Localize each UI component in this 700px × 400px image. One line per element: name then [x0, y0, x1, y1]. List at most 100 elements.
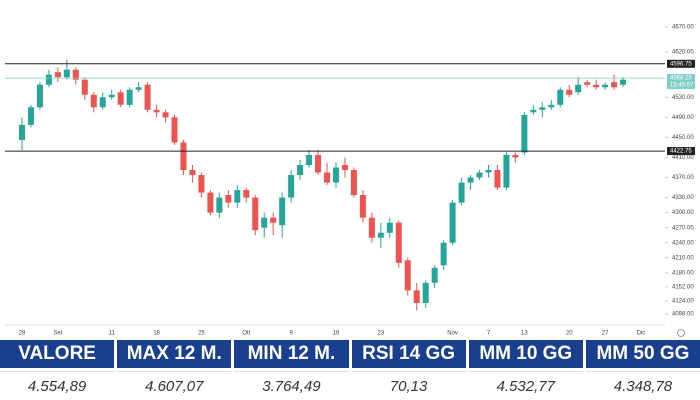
value-cell: 70,13: [351, 371, 466, 400]
candle-body: [350, 170, 357, 196]
candle-body: [153, 109, 160, 113]
x-tick-label: 28: [19, 331, 26, 337]
candle-body: [135, 87, 142, 90]
y-tick-label: 4240.00: [672, 240, 694, 246]
candle-body: [90, 94, 97, 108]
x-tick-label: 7: [487, 331, 491, 337]
candle-body: [341, 164, 348, 171]
candle-body: [171, 117, 178, 143]
level-box: [667, 147, 695, 156]
price-box: [667, 74, 695, 90]
candle-body: [512, 154, 519, 158]
stats-table: VALORE MAX 12 M. MIN 12 M. RSI 14 GG MM 10 G…: [0, 340, 700, 400]
level-box: [667, 59, 695, 68]
y-tick-label: 4670.00: [672, 25, 694, 31]
candle-body: [216, 197, 223, 213]
candle-body: [306, 154, 313, 165]
candle-body: [449, 202, 456, 243]
candle-body: [386, 222, 393, 233]
price-label: 4568.25: [670, 76, 692, 82]
chart: 4670.00 4620.00 4530.00 4490.00 4450.00 4410.…: [5, 25, 695, 337]
candle-body: [198, 175, 205, 193]
candle-body: [476, 172, 483, 178]
candle-body: [297, 164, 304, 176]
candle-body: [575, 84, 582, 93]
candle-body: [36, 84, 43, 108]
level-label: 4596.75: [670, 61, 692, 67]
candle-body: [315, 154, 322, 173]
header-row: VALORE MAX 12 M. MIN 12 M. RSI 14 GG MM 10 G…: [0, 340, 700, 368]
candle-body: [440, 242, 447, 266]
x-tick-label: Ott: [242, 331, 250, 337]
candle-body: [521, 114, 528, 153]
candle-body: [566, 89, 573, 95]
y-tick-label: 4270.00: [672, 225, 694, 231]
x-tick-label: 9: [289, 331, 293, 337]
candle-body: [45, 74, 52, 85]
price-time: 15:45:57: [670, 83, 694, 89]
y-tick-label: 4300.00: [672, 210, 694, 216]
y-tick-label: 4180.00: [672, 270, 694, 276]
x-tick-label: 27: [602, 331, 609, 337]
candle-body: [279, 197, 286, 226]
header-cell: MIN 12 M.: [234, 340, 349, 368]
candle-body: [27, 107, 34, 125]
candle-body: [422, 282, 429, 303]
header-cell: MAX 12 M.: [117, 340, 232, 368]
x-tick-label: Set: [53, 331, 62, 337]
candle-body: [243, 190, 250, 198]
x-tick-label: 25: [198, 331, 205, 337]
candle-body: [117, 92, 124, 105]
x-tick-label: 18: [153, 331, 160, 337]
value-cell: 4.554,89: [0, 371, 115, 400]
candle-body: [494, 170, 501, 188]
value-cell: 3.764,49: [234, 371, 349, 400]
y-tick-label: 4620.00: [672, 50, 694, 56]
candle-body: [467, 177, 474, 183]
candle-body: [54, 72, 61, 78]
x-tick-label: Nov: [447, 331, 458, 337]
y-tick-label: 4370.00: [672, 175, 694, 181]
y-tick-label: 4330.00: [672, 195, 694, 201]
header-cell: MM 50 GG: [585, 340, 700, 368]
candle-body: [593, 84, 600, 88]
candle-body: [225, 195, 232, 203]
candle-body: [72, 69, 79, 80]
candle-body: [63, 69, 70, 78]
candle-body: [207, 192, 214, 213]
candle-body: [324, 172, 331, 183]
candle-body: [19, 124, 25, 140]
x-tick-label: 20: [566, 331, 573, 337]
candle-body: [548, 104, 555, 108]
y-tick-label: 4530.00: [672, 95, 694, 101]
candle-body: [261, 217, 268, 228]
candle-body: [359, 195, 366, 218]
candle-body: [99, 97, 106, 108]
value-cell: 4.532,77: [468, 371, 583, 400]
candle-body: [503, 154, 510, 188]
candle-body: [108, 94, 115, 98]
y-tick-label: 4210.00: [672, 255, 694, 261]
y-tick-label: 4124.00: [672, 299, 694, 305]
x-tick-label: 11: [109, 331, 116, 337]
y-tick-label: 4152.00: [672, 284, 694, 290]
candle-body: [413, 290, 420, 303]
value-cell: 4.607,07: [117, 371, 232, 400]
candle-body: [252, 197, 259, 231]
candle-body: [602, 84, 609, 88]
candle-body: [234, 190, 241, 203]
candle-body: [189, 170, 196, 176]
x-tick-label: 23: [377, 331, 384, 337]
candle-body: [404, 260, 411, 291]
y-tick-label: 4410.00: [672, 155, 694, 161]
value-row: 4.554,89 4.607,07 3.764,49 70,13 4.532,77 4.3…: [0, 371, 700, 400]
header-cell: MM 10 GG: [468, 340, 583, 368]
candle-body: [270, 217, 277, 223]
candle-body: [584, 82, 591, 85]
candle-body: [485, 170, 492, 173]
x-tick-label: 16: [333, 331, 340, 337]
settings-icon[interactable]: [677, 329, 685, 337]
candle-body: [144, 84, 151, 110]
candle-body: [180, 142, 187, 171]
